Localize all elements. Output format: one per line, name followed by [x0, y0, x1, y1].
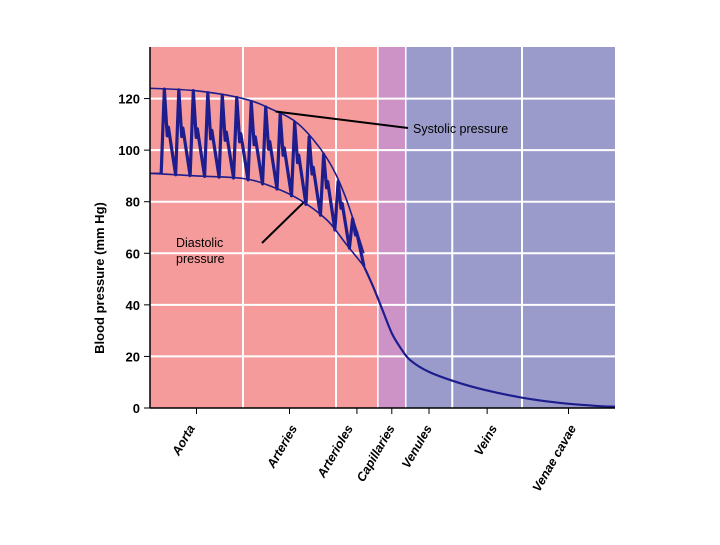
x-label-aorta: Aorta — [169, 422, 198, 458]
region-arteries — [243, 47, 336, 408]
region-capillaries — [377, 47, 406, 408]
x-label-veins: Veins — [471, 422, 500, 458]
region-veins — [452, 47, 522, 408]
region-venae-cavae — [522, 47, 615, 408]
annotations: Systolic pressure Diastolic pressure — [176, 110, 508, 266]
y-axis-label: Blood pressure (mm Hg) — [92, 202, 107, 354]
systolic-leader-line — [275, 110, 409, 129]
region-arterioles — [336, 47, 378, 408]
y-tick-label: 20 — [126, 349, 140, 364]
y-tick-labels: 0 20 40 60 80 100 120 — [118, 92, 140, 416]
diastolic-leader-line — [261, 201, 305, 244]
x-label-arteries: Arteries — [264, 422, 300, 471]
x-label-venules: Venules — [399, 422, 435, 470]
region-backgrounds — [150, 47, 615, 408]
diastolic-annotation-line: Diastolic — [176, 236, 223, 250]
y-tick-label: 80 — [126, 195, 140, 210]
x-label-capillaries: Capillaries — [354, 422, 398, 484]
y-tick-label: 40 — [126, 298, 140, 313]
y-tick-label: 120 — [118, 92, 140, 107]
y-tick-label: 100 — [118, 143, 140, 158]
region-venules — [405, 47, 453, 408]
diastolic-pressure-line — [149, 172, 365, 267]
systolic-annotation: Systolic pressure — [413, 122, 508, 136]
mean-pressure-line — [362, 265, 616, 408]
y-tick-label: 0 — [133, 401, 140, 416]
axes — [144, 47, 615, 414]
gridlines — [150, 47, 615, 408]
pressure-lines — [149, 87, 616, 408]
x-label-venae-cavae: Venae cavae — [530, 422, 579, 494]
diastolic-annotation: Diastolic pressure — [176, 236, 225, 266]
systolic-pressure-line — [149, 87, 365, 254]
y-tick-label: 60 — [126, 246, 140, 261]
x-label-arterioles: Arterioles — [314, 422, 356, 480]
diastolic-annotation-line: pressure — [176, 252, 225, 266]
